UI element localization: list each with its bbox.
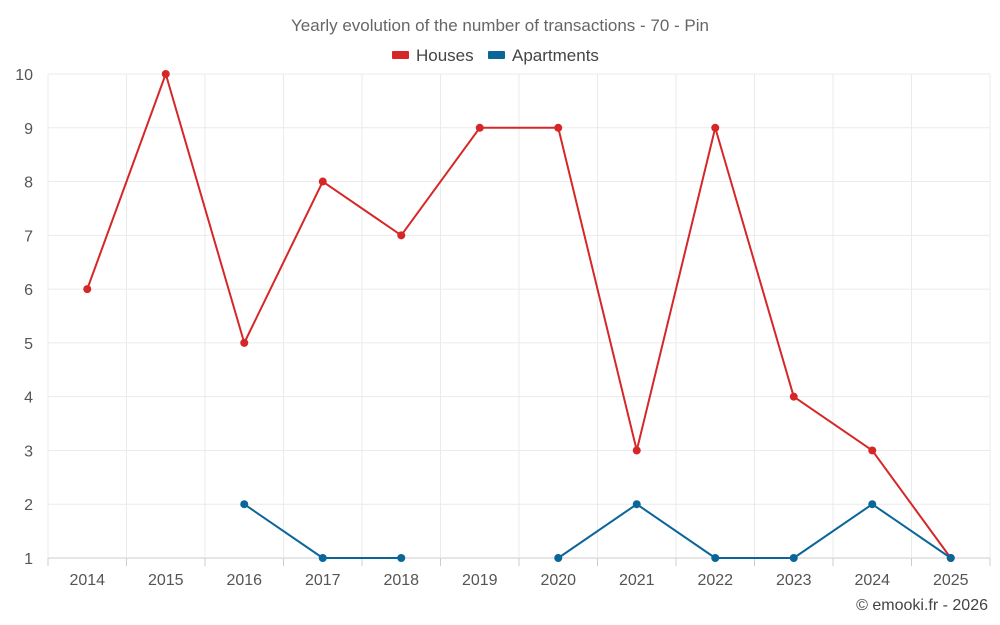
series-line-houses [86,73,952,559]
legend: Houses Apartments [392,46,599,65]
series-houses [83,70,955,562]
x-tick-label: 2016 [226,572,262,589]
data-point-houses-2022[interactable] [711,123,720,132]
data-point-apartments-2021[interactable] [632,500,641,509]
legend-swatch-apartments [488,51,505,59]
data-point-houses-2021[interactable] [632,446,641,455]
data-point-houses-2024[interactable] [868,446,877,455]
x-tick-label: 2015 [148,572,184,589]
y-tick-label: 1 [24,551,33,568]
data-point-houses-2018[interactable] [397,231,406,240]
data-point-houses-2015[interactable] [161,70,170,78]
series-layer [83,70,955,562]
data-point-houses-2019[interactable] [475,123,484,132]
legend-swatch-houses [392,51,409,59]
series-line-apartments [557,503,952,559]
chart-title: Yearly evolution of the number of transa… [291,16,709,35]
data-point-apartments-2020[interactable] [554,554,563,562]
x-tick-label: 2019 [462,572,498,589]
y-tick-label: 4 [24,390,33,407]
series-apartments [240,500,955,562]
data-point-apartments-2023[interactable] [789,554,798,562]
data-point-apartments-2016[interactable] [240,500,249,509]
legend-label-houses[interactable]: Houses [416,46,474,65]
y-tick-label: 9 [24,121,33,138]
data-point-houses-2016[interactable] [240,338,249,347]
x-tick-label: 2020 [540,572,576,589]
data-point-houses-2023[interactable] [789,392,798,401]
data-point-apartments-2017[interactable] [318,554,327,562]
y-tick-label: 3 [24,443,33,460]
credit-text: © emooki.fr - 2026 [856,597,988,614]
series-line-apartments [243,503,402,559]
x-tick-label: 2023 [776,572,812,589]
x-tick-label: 2025 [933,572,969,589]
y-tick-label: 2 [24,497,33,514]
data-point-houses-2017[interactable] [318,177,327,186]
data-point-apartments-2022[interactable] [711,554,720,562]
x-tick-label: 2014 [69,572,105,589]
data-point-apartments-2024[interactable] [868,500,877,509]
x-tick-label: 2017 [305,572,341,589]
y-tick-label: 6 [24,282,33,299]
x-axis-ticks: 2014 2015 2016 2017 2018 2019 2020 2021 2022 2023… [69,572,968,589]
x-tick-label: 2024 [854,572,890,589]
data-point-houses-2020[interactable] [554,123,563,132]
data-point-houses-2014[interactable] [83,285,92,294]
x-tick-label: 2022 [697,572,733,589]
y-tick-label: 7 [24,228,33,245]
data-point-apartments-2025[interactable] [946,554,955,562]
y-axis-ticks: 1 2 3 4 5 6 7 8 9 10 [15,67,33,568]
legend-label-apartments[interactable]: Apartments [512,46,599,65]
x-tick-label: 2018 [383,572,419,589]
y-tick-label: 10 [15,67,33,84]
grid-lines [47,73,991,566]
data-point-apartments-2018[interactable] [397,554,406,562]
x-tick-label: 2021 [619,572,655,589]
y-tick-label: 8 [24,175,33,192]
y-tick-label: 5 [24,336,33,353]
